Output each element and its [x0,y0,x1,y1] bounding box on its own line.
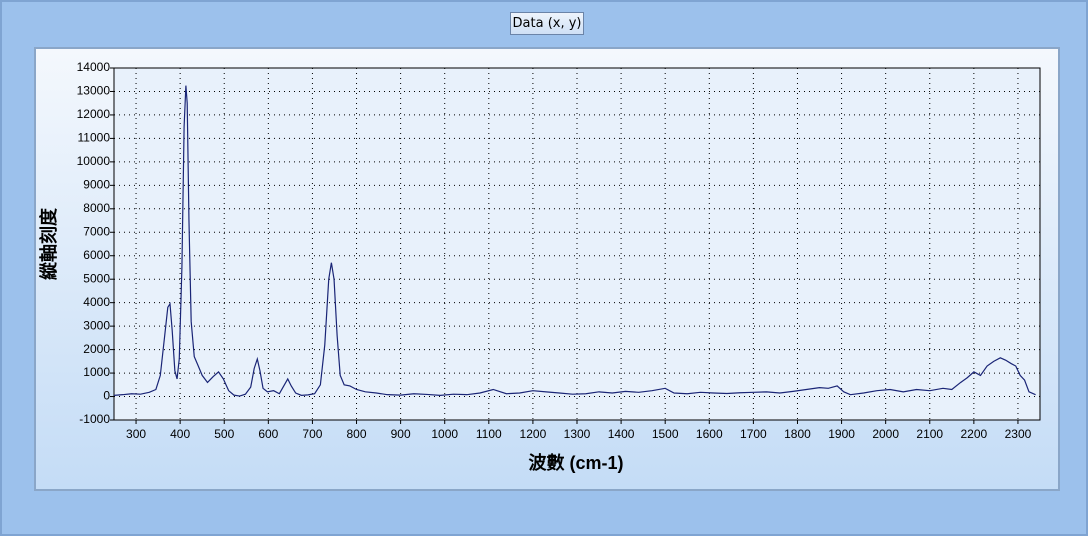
y-tick-label: -1000 [79,412,110,426]
y-tick-label: 2000 [83,342,110,356]
x-tick-label: 900 [391,427,411,441]
data-line [113,85,1036,397]
x-tick-label: 2100 [916,427,943,441]
y-tick-label: 6000 [83,248,110,262]
y-tick-label: 4000 [83,295,110,309]
x-tick-label: 400 [170,427,190,441]
x-tick-label: 1500 [652,427,679,441]
y-tick-label: 1000 [83,365,110,379]
x-tick-label: 1700 [740,427,767,441]
x-tick-label: 2200 [961,427,988,441]
x-tick-label: 2000 [872,427,899,441]
x-tick-label: 1600 [696,427,723,441]
x-tick-label: 1800 [784,427,811,441]
x-tick-label: 500 [214,427,234,441]
x-tick-label: 300 [126,427,146,441]
x-tick-label: 1900 [828,427,855,441]
y-tick-label: 5000 [83,271,110,285]
y-tick-label: 9000 [83,178,110,192]
y-tick-label: 8000 [83,201,110,215]
x-tick-label: 1200 [520,427,547,441]
x-tick-label: 2300 [1005,427,1032,441]
y-tick-label: 14000 [77,60,111,74]
x-tick-label: 1100 [476,427,502,441]
x-tick-label: 600 [258,427,278,441]
chart-title[interactable]: Data (x, y) [510,12,584,35]
x-axis-label: 波數 (cm-1) [528,452,623,473]
y-tick-label: 13000 [77,84,111,98]
y-axis-label: 縱軸刻度 [38,207,59,280]
y-tick-label: 3000 [83,318,110,332]
x-tick-label: 700 [302,427,322,441]
x-tick-label: 1400 [608,427,635,441]
x-tick-label: 1000 [431,427,458,441]
x-tick-label: 1300 [564,427,591,441]
x-tick-label: 800 [347,427,367,441]
y-tick-label: 0 [103,389,110,403]
y-tick-label: 12000 [77,107,111,121]
y-tick-label: 7000 [83,224,110,238]
y-tick-label: 10000 [77,154,111,168]
y-tick-label: 11000 [78,131,111,145]
